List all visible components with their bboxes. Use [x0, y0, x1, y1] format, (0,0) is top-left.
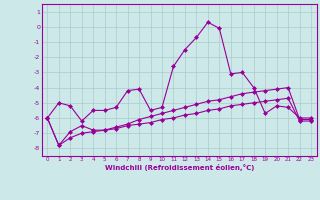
X-axis label: Windchill (Refroidissement éolien,°C): Windchill (Refroidissement éolien,°C): [105, 164, 254, 171]
